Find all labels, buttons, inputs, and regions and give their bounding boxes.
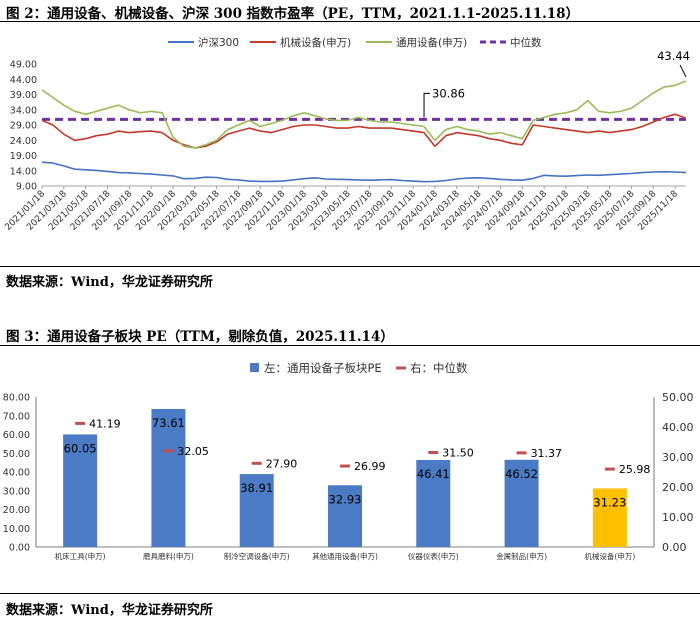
- bar: [504, 459, 539, 547]
- bar-value-label: 46.41: [417, 467, 450, 481]
- series-line-1: [41, 161, 687, 183]
- bar: [239, 474, 274, 547]
- figure3-top-rule: [0, 345, 700, 346]
- median-value-label: 27.90: [266, 457, 298, 470]
- figure2-title: 图 2：通用设备、机械设备、沪深 300 指数市盈率（PE，TTM，2021.1…: [6, 6, 580, 22]
- bar-value-label: 31.23: [593, 495, 626, 509]
- y-right-tick-label: 10.00: [662, 511, 694, 524]
- median-value-label: 25.98: [619, 463, 651, 476]
- median-value-label: 41.19: [89, 417, 121, 430]
- median-value-label: 31.50: [442, 447, 474, 460]
- legend-label-3: 通用设备(申万): [396, 36, 467, 49]
- legend-label-4: 中位数: [510, 36, 542, 49]
- y-tick-label: 24.00: [10, 136, 37, 147]
- legend-label-2: 机械设备(申万): [280, 36, 351, 49]
- figure2-top-rule: [0, 21, 700, 22]
- y-right-tick-label: 50.00: [662, 391, 694, 404]
- y-left-tick-label: 80.00: [3, 393, 30, 404]
- annotation-latest: 43.44: [657, 49, 690, 63]
- category-label: 制冷空调设备(申万): [224, 551, 290, 561]
- bar: [416, 459, 451, 547]
- y-tick-label: 14.00: [10, 166, 37, 177]
- legend-label-1: 沪深300: [198, 36, 239, 49]
- bar: [151, 408, 186, 547]
- y-tick-label: 29.00: [10, 121, 37, 132]
- y-right-tick-label: 20.00: [662, 481, 694, 494]
- y-right-tick-label: 40.00: [662, 421, 694, 434]
- bar: [63, 434, 98, 547]
- median-value-label: 32.05: [177, 445, 209, 458]
- y-left-tick-label: 40.00: [3, 468, 30, 479]
- category-label: 机械设备(申万): [584, 551, 635, 561]
- y-left-tick-label: 0.00: [9, 543, 30, 554]
- y-tick-label: 39.00: [10, 90, 37, 101]
- y-tick-label: 9.00: [16, 182, 37, 193]
- category-label: 磨具磨料(申万): [143, 551, 194, 561]
- y-left-tick-label: 70.00: [3, 411, 30, 422]
- y-left-tick-label: 30.00: [3, 486, 30, 497]
- legend-label-bars: 左：通用设备子板块PE: [264, 361, 382, 375]
- annotation-median: 30.86: [432, 86, 465, 100]
- bar-value-label: 32.93: [329, 492, 362, 506]
- figure3-bottom-rule: [0, 593, 700, 594]
- y-left-tick-label: 60.00: [3, 430, 30, 441]
- y-tick-label: 19.00: [10, 151, 37, 162]
- category-label: 金属制品(申万): [496, 551, 547, 561]
- annotation-leader: [423, 92, 431, 118]
- figure2-source: 数据来源：Wind，华龙证券研究所: [6, 275, 213, 290]
- median-value-label: 31.37: [531, 447, 563, 460]
- annotation-leader: [679, 64, 687, 78]
- bar-value-label: 46.52: [505, 467, 538, 481]
- y-tick-label: 44.00: [10, 75, 37, 86]
- pe-bar-chart: 左：通用设备子板块PE 右：中位数 0.00 10.00 20.00 30.00 40.00…: [3, 361, 694, 561]
- y-left-tick-label: 10.00: [3, 524, 30, 535]
- bar: [592, 488, 627, 547]
- bar-value-label: 60.05: [64, 441, 97, 455]
- category-label: 其他通用设备(申万): [312, 551, 378, 561]
- y-right-tick-label: 0.00: [662, 541, 687, 554]
- y-left-tick-label: 50.00: [3, 449, 30, 460]
- pe-line-chart: 沪深300 机械设备(申万) 通用设备(申万) 中位数 49.00 44.00 39.00 3…: [3, 36, 690, 233]
- figure3-source: 数据来源：Wind，华龙证券研究所: [6, 603, 213, 618]
- series-line-3: [41, 80, 687, 149]
- y-tick-label: 34.00: [10, 105, 37, 116]
- bar-value-label: 38.91: [240, 481, 273, 495]
- series-line-2: [41, 113, 687, 149]
- median-value-label: 26.99: [354, 460, 386, 473]
- y-right-tick-label: 30.00: [662, 451, 694, 464]
- category-label: 机床工具(申万): [55, 551, 106, 561]
- legend-label-median: 右：中位数: [410, 361, 468, 375]
- y-left-tick-label: 20.00: [3, 505, 30, 516]
- category-label: 仪器仪表(申万): [408, 551, 459, 561]
- y-tick-label: 49.00: [10, 60, 37, 71]
- bar: [328, 485, 362, 547]
- bar-value-label: 73.61: [152, 416, 185, 430]
- figure3-title: 图 3：通用设备子板块 PE（TTM，剔除负值，2025.11.14）: [6, 329, 394, 345]
- legend-swatch-bars: [250, 363, 259, 372]
- figure2-bottom-rule: [0, 266, 700, 267]
